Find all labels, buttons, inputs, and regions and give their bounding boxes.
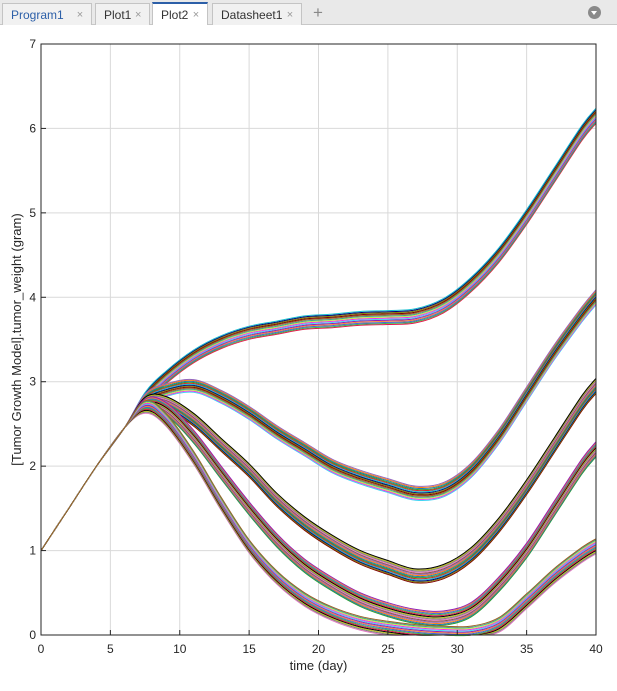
x-tick-label: 5 [107, 642, 114, 656]
add-tab-button[interactable]: + [313, 3, 323, 22]
close-icon[interactable]: × [286, 8, 294, 21]
tab-plot1[interactable]: Plot1 × [95, 3, 150, 25]
tab-label: Plot2 [161, 7, 189, 22]
x-tick-label: 20 [312, 642, 326, 656]
y-tick-label: 5 [29, 206, 36, 220]
close-icon[interactable]: × [192, 8, 200, 21]
x-tick-label: 30 [451, 642, 465, 656]
x-tick-label: 35 [520, 642, 534, 656]
x-axis-ticks: 0 5 10 15 20 25 30 35 40 [38, 630, 603, 656]
plot-panel: 0 5 10 15 20 25 30 35 40 0 1 2 3 4 5 6 7 time (day) [Tu… [0, 25, 617, 686]
tab-label: Plot1 [104, 7, 132, 22]
y-tick-label: 7 [29, 37, 36, 51]
tab-datasheet1[interactable]: Datasheet1 × [212, 3, 302, 25]
plot-grid [40, 43, 597, 636]
y-tick-label: 4 [29, 290, 36, 304]
x-tick-label: 10 [173, 642, 187, 656]
x-axis-label: time (day) [290, 658, 348, 673]
tab-label: Datasheet1 [221, 7, 283, 22]
y-tick-label: 1 [29, 544, 36, 558]
x-tick-label: 15 [242, 642, 256, 656]
y-tick-label: 6 [29, 121, 36, 135]
y-tick-label: 3 [29, 375, 36, 389]
y-tick-label: 2 [29, 459, 36, 473]
x-tick-label: 0 [38, 642, 45, 656]
tumor-weight-chart[interactable]: 0 5 10 15 20 25 30 35 40 0 1 2 3 4 5 6 7 time (day) [Tu… [0, 25, 617, 686]
plot-curves [40, 107, 597, 637]
simulation-curve [40, 289, 597, 551]
y-tick-label: 0 [29, 628, 36, 642]
tab-menu-dropdown-icon[interactable] [588, 6, 601, 19]
x-tick-label: 25 [381, 642, 395, 656]
close-icon[interactable]: × [134, 8, 142, 21]
tab-label: Program1 [11, 7, 64, 22]
x-tick-label: 40 [589, 642, 603, 656]
y-axis-ticks: 0 1 2 3 4 5 6 7 [29, 37, 46, 642]
document-tab-bar: Program1 × Plot1 × Plot2 × Datasheet1 × … [0, 0, 617, 25]
tab-program1[interactable]: Program1 × [2, 3, 92, 25]
close-icon[interactable]: × [76, 8, 84, 21]
y-axis-label: [Tumor Growth Model].tumor_weight (gram) [9, 213, 24, 465]
simulation-curve [40, 399, 597, 628]
tab-plot2[interactable]: Plot2 × [152, 2, 208, 25]
